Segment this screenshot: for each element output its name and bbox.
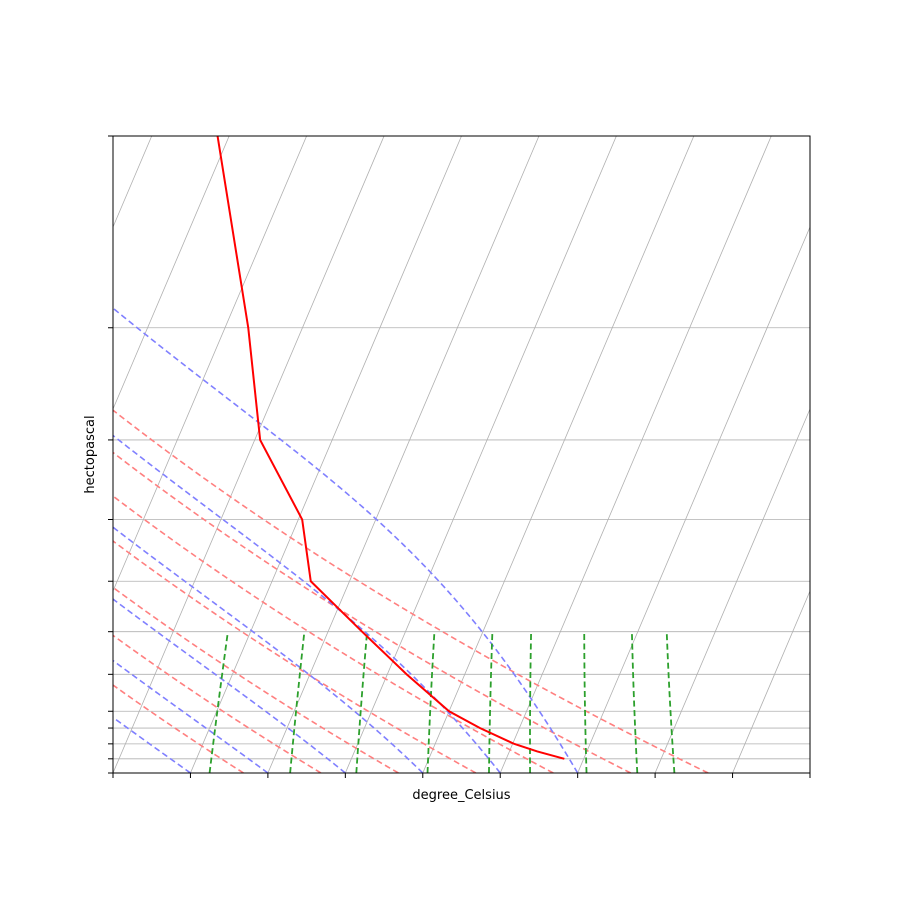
isotherm-line xyxy=(654,407,810,773)
isotherm-line xyxy=(113,136,230,411)
dry-adiabat-line xyxy=(113,409,709,773)
isotherm-line xyxy=(190,136,462,773)
mixing-ratio-line xyxy=(665,631,676,773)
dry-adiabat-line xyxy=(113,586,399,773)
dry-adiabat-line xyxy=(113,540,477,773)
ticks-layer xyxy=(108,135,811,778)
mixing-ratio-line xyxy=(426,631,436,773)
mixing-ratio-line xyxy=(583,631,588,773)
moist-adiabat-line xyxy=(113,526,424,773)
lines-layer xyxy=(113,136,709,773)
moist-adiabat-line xyxy=(113,307,579,773)
temperature-profile-line xyxy=(216,136,565,760)
mixing-ratio-line xyxy=(208,631,229,773)
isotherm-line xyxy=(344,136,617,773)
moist-adiabat-line xyxy=(113,716,191,773)
moist-adiabat-line xyxy=(113,598,346,773)
y-axis-label: hectopascal xyxy=(83,415,98,493)
isotherm-line xyxy=(267,136,540,773)
moist-adiabat-line xyxy=(113,659,269,773)
mixing-ratio-line xyxy=(529,631,533,773)
mixing-ratio-line xyxy=(289,631,306,773)
mixing-ratio-line xyxy=(355,631,368,773)
isotherm-line xyxy=(499,136,772,773)
isotherm-line xyxy=(113,136,307,593)
isotherm-line xyxy=(732,589,810,773)
mixing-ratio-line xyxy=(488,631,494,773)
x-axis-label: degree_Celsius xyxy=(412,788,510,803)
isotherm-line xyxy=(422,136,695,773)
plot-frame xyxy=(112,135,811,774)
isotherm-line xyxy=(577,225,810,773)
mixing-ratio-line xyxy=(631,631,639,773)
dry-adiabat-line xyxy=(113,495,554,773)
